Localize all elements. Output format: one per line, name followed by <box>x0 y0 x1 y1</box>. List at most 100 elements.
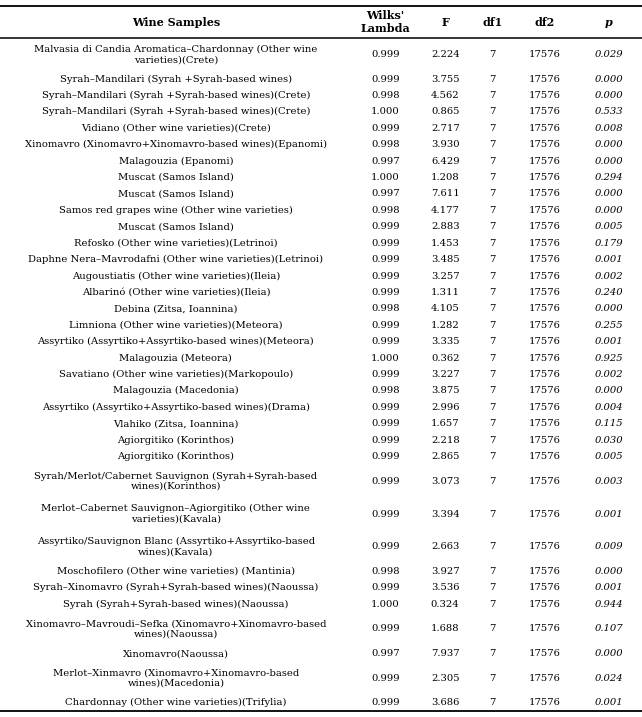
Text: Malvasia di Candia Aromatica–Chardonnay (Other wine
varieties)(Crete): Malvasia di Candia Aromatica–Chardonnay … <box>34 44 318 65</box>
Text: Malagouzia (Epanomi): Malagouzia (Epanomi) <box>119 156 233 166</box>
Text: 7: 7 <box>489 206 496 215</box>
Text: Assyrtiko (Assyrtiko+Assyrtiko-based wines)(Meteora): Assyrtiko (Assyrtiko+Assyrtiko-based win… <box>37 337 315 346</box>
Text: 0.008: 0.008 <box>594 124 623 133</box>
Text: 3.686: 3.686 <box>431 698 460 707</box>
Text: 3.394: 3.394 <box>431 510 460 518</box>
Text: Merlot–Cabernet Sauvignon–Agiorgitiko (Other wine
varieties)(Kavala): Merlot–Cabernet Sauvignon–Agiorgitiko (O… <box>42 504 310 524</box>
Text: 17576: 17576 <box>528 436 560 445</box>
Text: 1.282: 1.282 <box>431 320 460 330</box>
Text: 0.998: 0.998 <box>371 141 399 149</box>
Text: 17576: 17576 <box>528 255 560 264</box>
Text: Moschofilero (Other wine varieties) (Mantinia): Moschofilero (Other wine varieties) (Man… <box>57 567 295 576</box>
Text: 0.999: 0.999 <box>371 436 399 445</box>
Text: 7: 7 <box>489 370 496 379</box>
Text: 17576: 17576 <box>528 91 560 100</box>
Text: 7: 7 <box>489 542 496 551</box>
Text: Muscat (Samos Island): Muscat (Samos Island) <box>118 222 234 232</box>
Text: 0.999: 0.999 <box>371 403 399 412</box>
Text: 0.997: 0.997 <box>371 649 399 658</box>
Text: Augoustiatis (Other wine varieties)(Ileia): Augoustiatis (Other wine varieties)(Ilei… <box>72 272 280 280</box>
Text: 7: 7 <box>489 567 496 576</box>
Text: 0.998: 0.998 <box>371 304 399 313</box>
Text: 0.999: 0.999 <box>371 542 399 551</box>
Text: 17576: 17576 <box>528 403 560 412</box>
Text: 17576: 17576 <box>528 510 560 518</box>
Text: 0.999: 0.999 <box>371 584 399 592</box>
Text: 7: 7 <box>489 353 496 363</box>
Text: 0.002: 0.002 <box>594 272 623 280</box>
Text: 1.688: 1.688 <box>431 625 460 633</box>
Text: Xinomavro (Xinomavro+Xinomavro-based wines)(Epanomi): Xinomavro (Xinomavro+Xinomavro-based win… <box>25 140 327 149</box>
Text: 0.107: 0.107 <box>594 625 623 633</box>
Text: 3.755: 3.755 <box>431 75 460 84</box>
Text: 3.073: 3.073 <box>431 477 460 485</box>
Text: 17576: 17576 <box>528 584 560 592</box>
Text: 17576: 17576 <box>528 141 560 149</box>
Text: 2.865: 2.865 <box>431 452 460 461</box>
Text: 17576: 17576 <box>528 419 560 428</box>
Text: 2.717: 2.717 <box>431 124 460 133</box>
Text: 1.000: 1.000 <box>371 353 399 363</box>
Text: 7: 7 <box>489 510 496 518</box>
Text: 7: 7 <box>489 600 496 609</box>
Text: F: F <box>441 16 449 27</box>
Text: 7: 7 <box>489 156 496 166</box>
Text: 17576: 17576 <box>528 189 560 199</box>
Text: 17576: 17576 <box>528 50 560 59</box>
Text: 0.009: 0.009 <box>594 542 623 551</box>
Text: 0.999: 0.999 <box>371 452 399 461</box>
Text: Vlahiko (Zitsa, Ioannina): Vlahiko (Zitsa, Ioannina) <box>113 419 239 428</box>
Text: Syrah–Mandilari (Syrah +Syrah-based wines)(Crete): Syrah–Mandilari (Syrah +Syrah-based wine… <box>42 108 310 116</box>
Text: 0.000: 0.000 <box>594 156 623 166</box>
Text: Xinomavro(Naoussa): Xinomavro(Naoussa) <box>123 649 229 658</box>
Text: 0.000: 0.000 <box>594 304 623 313</box>
Text: 17576: 17576 <box>528 542 560 551</box>
Text: 7: 7 <box>489 50 496 59</box>
Text: 17576: 17576 <box>528 477 560 485</box>
Text: 0.999: 0.999 <box>371 255 399 264</box>
Text: 7: 7 <box>489 124 496 133</box>
Text: 17576: 17576 <box>528 222 560 232</box>
Text: 7: 7 <box>489 91 496 100</box>
Text: 7: 7 <box>489 173 496 182</box>
Text: Malagouzia (Meteora): Malagouzia (Meteora) <box>119 353 232 363</box>
Text: 0.001: 0.001 <box>594 255 623 264</box>
Text: 2.883: 2.883 <box>431 222 460 232</box>
Text: 17576: 17576 <box>528 272 560 280</box>
Text: 4.177: 4.177 <box>431 206 460 215</box>
Text: 0.000: 0.000 <box>594 141 623 149</box>
Text: 0.001: 0.001 <box>594 584 623 592</box>
Text: 0.000: 0.000 <box>594 649 623 658</box>
Text: 0.999: 0.999 <box>371 337 399 346</box>
Text: 0.001: 0.001 <box>594 337 623 346</box>
Text: 4.562: 4.562 <box>431 91 460 100</box>
Text: 7: 7 <box>489 698 496 707</box>
Text: 0.999: 0.999 <box>371 674 399 683</box>
Text: 0.999: 0.999 <box>371 239 399 247</box>
Text: 7: 7 <box>489 452 496 461</box>
Text: 0.997: 0.997 <box>371 156 399 166</box>
Text: Assyrtiko (Assyrtiko+Assyrtiko-based wines)(Drama): Assyrtiko (Assyrtiko+Assyrtiko-based win… <box>42 403 310 412</box>
Text: 7: 7 <box>489 272 496 280</box>
Text: 17576: 17576 <box>528 239 560 247</box>
Text: 17576: 17576 <box>528 625 560 633</box>
Text: 0.999: 0.999 <box>371 288 399 297</box>
Text: 0.999: 0.999 <box>371 625 399 633</box>
Text: 7: 7 <box>489 222 496 232</box>
Text: 0.999: 0.999 <box>371 75 399 84</box>
Text: 3.485: 3.485 <box>431 255 460 264</box>
Text: 0.998: 0.998 <box>371 567 399 576</box>
Text: 3.536: 3.536 <box>431 584 460 592</box>
Text: 0.005: 0.005 <box>594 452 623 461</box>
Text: 0.865: 0.865 <box>431 108 460 116</box>
Text: 0.533: 0.533 <box>594 108 623 116</box>
Text: Wilks'
Lambda: Wilks' Lambda <box>360 10 410 34</box>
Text: 1.311: 1.311 <box>431 288 460 297</box>
Text: 0.999: 0.999 <box>371 320 399 330</box>
Text: 3.257: 3.257 <box>431 272 460 280</box>
Text: 17576: 17576 <box>528 649 560 658</box>
Text: 3.335: 3.335 <box>431 337 460 346</box>
Text: 1.453: 1.453 <box>431 239 460 247</box>
Text: Chardonnay (Other wine varieties)(Trifylia): Chardonnay (Other wine varieties)(Trifyl… <box>65 698 287 708</box>
Text: 17576: 17576 <box>528 353 560 363</box>
